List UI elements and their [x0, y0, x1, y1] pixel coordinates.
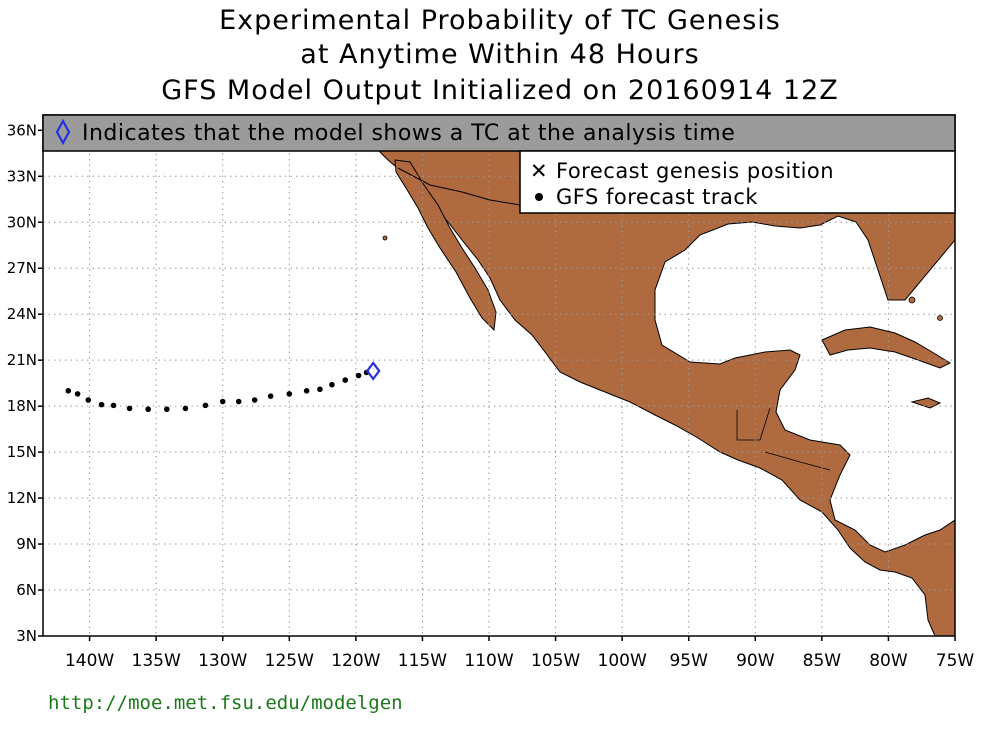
track-point	[251, 397, 258, 403]
track-point	[235, 398, 242, 405]
track-point	[98, 401, 105, 408]
map-title-line-3: GFS Model Output Initialized on 20160914…	[161, 75, 839, 106]
land-baja-california	[394, 159, 497, 332]
country-border-central-america	[736, 407, 831, 471]
x-icon: ✕	[530, 159, 548, 183]
latitude-tick-label: 21N	[7, 351, 37, 369]
longitude-tick-label: 130W	[198, 651, 247, 671]
legend: ✕ Forecast genesis position GFS forecast…	[519, 150, 956, 214]
latitude-tick-label: 15N	[7, 443, 37, 461]
track-point	[329, 381, 335, 388]
track-point	[342, 377, 349, 383]
latitude-tick-label: 33N	[7, 167, 37, 185]
latitude-tick-label: 3N	[16, 627, 37, 645]
track-point	[267, 393, 274, 399]
longitude-axis: 140W 135W 130W 125W 120W 115W 110W 105W 100W 95W 9…	[65, 636, 974, 671]
track-point	[85, 397, 92, 403]
longitude-tick-label: 105W	[531, 651, 580, 671]
island-marker	[382, 235, 388, 241]
longitude-tick-label: 140W	[65, 651, 114, 671]
latitude-tick-label: 18N	[7, 397, 37, 415]
land-mass-north-america	[369, 115, 955, 636]
island-marker	[908, 296, 916, 304]
track-point	[355, 372, 362, 379]
longitude-tick-label: 110W	[464, 651, 513, 671]
track-point	[110, 402, 117, 409]
latitude-axis: 36N 33N 30N 27N 24N 21N 18N 15N 12N 9N 6N 3N	[7, 121, 43, 645]
track-point	[317, 386, 323, 393]
longitude-tick-label: 95W	[669, 651, 708, 671]
track-point	[126, 405, 133, 412]
diamond-icon	[55, 118, 71, 146]
track-point	[303, 388, 310, 394]
longitude-tick-label: 75W	[936, 651, 975, 671]
legend-genesis-label: Forecast genesis position	[556, 159, 834, 183]
longitude-tick-label: 120W	[331, 651, 380, 671]
track-point	[145, 406, 151, 413]
track-point	[65, 388, 72, 394]
dot-icon	[535, 193, 543, 201]
track-point	[202, 402, 209, 409]
latitude-tick-label: 12N	[7, 489, 37, 507]
latitude-tick-label: 24N	[7, 305, 37, 323]
island-marker	[937, 315, 943, 321]
longitude-tick-label: 100W	[598, 651, 647, 671]
source-url: http://moe.met.fsu.edu/modelgen	[48, 692, 403, 714]
track-point	[182, 405, 189, 412]
longitude-tick-label: 125W	[265, 651, 314, 671]
analysis-banner-text: Indicates that the model shows a TC at t…	[82, 121, 735, 146]
analysis-position-diamond-icon	[365, 361, 381, 381]
longitude-tick-label: 115W	[398, 651, 447, 671]
track-point	[286, 391, 293, 397]
latitude-tick-label: 6N	[16, 581, 37, 599]
longitude-tick-label: 90W	[736, 651, 775, 671]
track-point	[164, 406, 170, 413]
longitude-tick-label: 80W	[869, 651, 908, 671]
legend-box	[519, 150, 956, 214]
longitude-tick-label: 135W	[132, 651, 181, 671]
track-point	[219, 398, 226, 405]
track-point	[74, 391, 81, 397]
latitude-tick-label: 27N	[7, 259, 37, 277]
map-title-line-2: at Anytime Within 48 Hours	[300, 39, 700, 70]
latitude-tick-label: 30N	[7, 213, 37, 231]
latitude-tick-label: 36N	[7, 121, 37, 139]
land-cuba	[821, 326, 952, 369]
map-title-line-1: Experimental Probability of TC Genesis	[219, 5, 781, 36]
gfs-forecast-track	[65, 369, 370, 413]
analysis-banner-box	[42, 114, 956, 152]
legend-track-label: GFS forecast track	[556, 185, 758, 209]
latitude-tick-label: 9N	[16, 535, 37, 553]
longitude-tick-label: 85W	[803, 651, 842, 671]
analysis-banner: Indicates that the model shows a TC at t…	[42, 114, 956, 152]
